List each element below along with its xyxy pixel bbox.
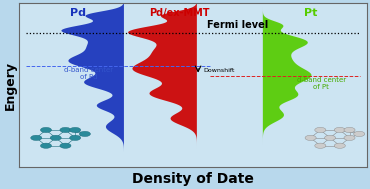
- Y-axis label: Engery: Engery: [3, 61, 17, 110]
- Circle shape: [60, 143, 71, 148]
- Text: Pd: Pd: [70, 8, 86, 18]
- Circle shape: [70, 127, 81, 133]
- Circle shape: [344, 135, 355, 140]
- Circle shape: [305, 135, 316, 140]
- Circle shape: [334, 127, 345, 133]
- Text: Fermi level: Fermi level: [208, 20, 269, 30]
- Circle shape: [60, 127, 71, 133]
- Circle shape: [79, 131, 90, 136]
- Text: d-band center
of Pt: d-band center of Pt: [297, 77, 346, 90]
- Circle shape: [334, 143, 345, 148]
- Text: Pt: Pt: [304, 8, 318, 18]
- Circle shape: [70, 135, 81, 140]
- Circle shape: [31, 135, 42, 140]
- Circle shape: [50, 135, 61, 140]
- Circle shape: [354, 131, 365, 136]
- Text: d-band center
of Pd: d-band center of Pd: [64, 67, 113, 80]
- Circle shape: [315, 143, 326, 148]
- Circle shape: [324, 135, 336, 140]
- Circle shape: [40, 127, 51, 133]
- Text: Pd/ex-MMT: Pd/ex-MMT: [149, 8, 209, 18]
- Circle shape: [344, 127, 355, 133]
- X-axis label: Density of Date: Density of Date: [132, 172, 254, 186]
- Text: Downshift: Downshift: [203, 68, 235, 73]
- Circle shape: [40, 143, 51, 148]
- Circle shape: [315, 127, 326, 133]
